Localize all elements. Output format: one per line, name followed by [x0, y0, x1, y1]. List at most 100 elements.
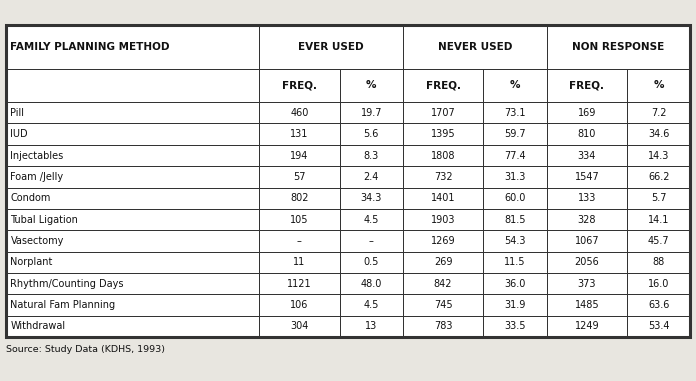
- Bar: [340, 145, 403, 166]
- Bar: [6, 209, 259, 231]
- Text: 2.4: 2.4: [363, 172, 379, 182]
- Bar: [403, 273, 483, 295]
- Bar: [6, 145, 259, 166]
- Text: 7.2: 7.2: [651, 108, 667, 118]
- Bar: [340, 252, 403, 273]
- Bar: [6, 145, 690, 166]
- Text: 19.7: 19.7: [361, 108, 382, 118]
- Bar: [483, 231, 546, 252]
- Text: 73.1: 73.1: [504, 108, 525, 118]
- Text: 13: 13: [365, 322, 377, 331]
- Text: IUD: IUD: [10, 129, 28, 139]
- Bar: [6, 231, 690, 252]
- Text: 5.7: 5.7: [651, 193, 667, 203]
- Text: 45.7: 45.7: [648, 236, 670, 246]
- Text: 1395: 1395: [431, 129, 455, 139]
- Text: 34.6: 34.6: [648, 129, 670, 139]
- Bar: [259, 25, 403, 69]
- Text: 14.3: 14.3: [648, 150, 670, 160]
- Bar: [483, 209, 546, 231]
- Bar: [259, 145, 340, 166]
- Bar: [259, 295, 340, 316]
- Text: –: –: [297, 236, 302, 246]
- Text: 1485: 1485: [574, 300, 599, 310]
- Text: 745: 745: [434, 300, 452, 310]
- Bar: [6, 316, 259, 337]
- Text: 304: 304: [290, 322, 308, 331]
- Text: Tubal Ligation: Tubal Ligation: [10, 215, 79, 225]
- Text: NON RESPONSE: NON RESPONSE: [572, 42, 665, 52]
- Bar: [403, 209, 483, 231]
- Bar: [483, 145, 546, 166]
- Text: Natural Fam Planning: Natural Fam Planning: [10, 300, 116, 310]
- Text: Injectables: Injectables: [10, 150, 64, 160]
- Text: 1707: 1707: [431, 108, 455, 118]
- Bar: [6, 166, 690, 187]
- Text: 1269: 1269: [431, 236, 455, 246]
- Bar: [403, 252, 483, 273]
- Bar: [6, 231, 259, 252]
- Bar: [259, 273, 340, 295]
- Text: FAMILY PLANNING METHOD: FAMILY PLANNING METHOD: [10, 42, 170, 52]
- Bar: [546, 316, 627, 337]
- Text: 1249: 1249: [574, 322, 599, 331]
- Bar: [627, 102, 690, 123]
- Text: 169: 169: [578, 108, 596, 118]
- Bar: [546, 145, 627, 166]
- Bar: [340, 316, 403, 337]
- Text: 1903: 1903: [431, 215, 455, 225]
- Bar: [259, 166, 340, 187]
- Bar: [403, 25, 546, 69]
- Bar: [627, 69, 690, 102]
- Bar: [340, 102, 403, 123]
- Bar: [627, 166, 690, 187]
- Text: 810: 810: [578, 129, 596, 139]
- Text: 133: 133: [578, 193, 596, 203]
- Text: Rhythm/Counting Days: Rhythm/Counting Days: [10, 279, 124, 289]
- Text: 105: 105: [290, 215, 308, 225]
- Bar: [6, 316, 690, 337]
- Bar: [627, 252, 690, 273]
- Bar: [259, 252, 340, 273]
- Text: 77.4: 77.4: [504, 150, 525, 160]
- Bar: [6, 102, 259, 123]
- Text: 732: 732: [434, 172, 452, 182]
- Bar: [627, 187, 690, 209]
- Bar: [546, 123, 627, 145]
- Bar: [483, 187, 546, 209]
- Text: 1401: 1401: [431, 193, 455, 203]
- Bar: [6, 295, 690, 316]
- Text: 106: 106: [290, 300, 308, 310]
- Text: 14.1: 14.1: [648, 215, 670, 225]
- Text: 53.4: 53.4: [648, 322, 670, 331]
- Bar: [6, 123, 690, 145]
- Bar: [483, 69, 546, 102]
- Text: 0.5: 0.5: [363, 258, 379, 267]
- Text: 33.5: 33.5: [504, 322, 525, 331]
- Bar: [340, 273, 403, 295]
- Bar: [627, 123, 690, 145]
- Text: –: –: [369, 236, 374, 246]
- Text: 16.0: 16.0: [648, 279, 670, 289]
- Text: Foam /Jelly: Foam /Jelly: [10, 172, 63, 182]
- Bar: [6, 25, 259, 69]
- Text: 5.6: 5.6: [363, 129, 379, 139]
- Bar: [403, 166, 483, 187]
- Bar: [259, 209, 340, 231]
- Text: Norplant: Norplant: [10, 258, 53, 267]
- Text: 34.3: 34.3: [361, 193, 382, 203]
- Bar: [403, 102, 483, 123]
- Bar: [546, 187, 627, 209]
- Text: 11: 11: [293, 258, 306, 267]
- Bar: [483, 273, 546, 295]
- Text: 2056: 2056: [574, 258, 599, 267]
- Bar: [627, 316, 690, 337]
- Text: FREQ.: FREQ.: [282, 80, 317, 90]
- Bar: [403, 231, 483, 252]
- Bar: [546, 273, 627, 295]
- Bar: [259, 123, 340, 145]
- Text: 373: 373: [578, 279, 596, 289]
- Text: 60.0: 60.0: [505, 193, 525, 203]
- Bar: [403, 187, 483, 209]
- Bar: [6, 25, 690, 337]
